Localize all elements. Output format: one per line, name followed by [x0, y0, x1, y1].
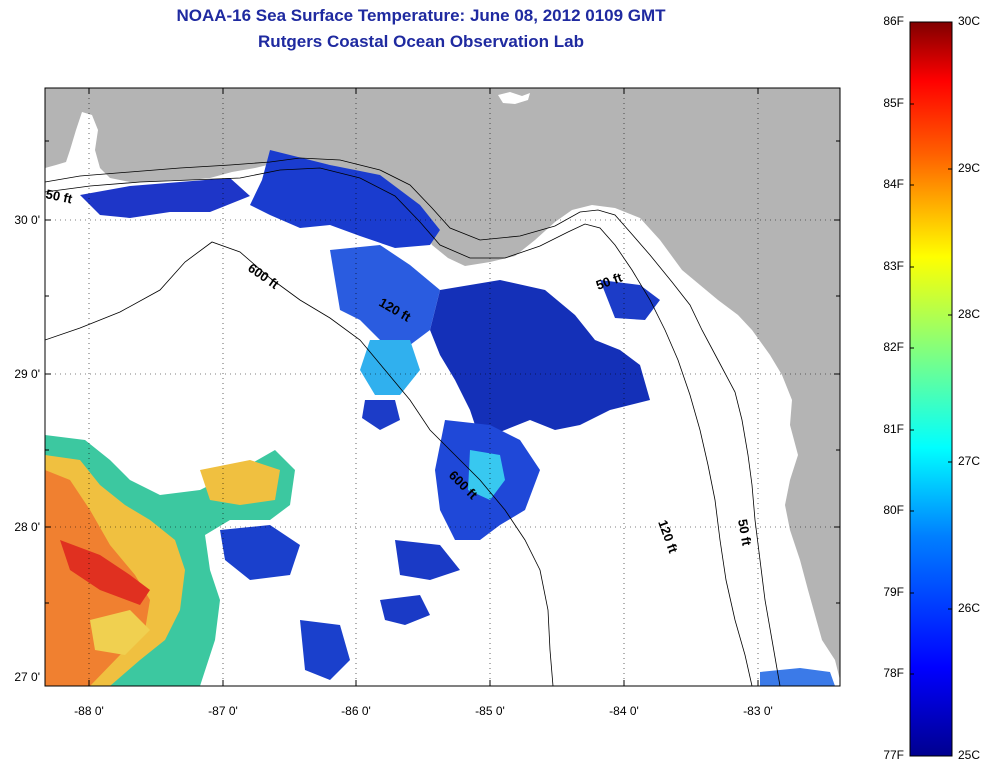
colorbar-f-label: 80F — [883, 503, 904, 517]
colorbar-f-label: 78F — [883, 666, 904, 680]
lon-label: -85 0' — [475, 704, 505, 718]
lat-label: 30 0' — [14, 213, 40, 227]
colorbar-f-label: 79F — [883, 585, 904, 599]
colorbar-f-label: 77F — [883, 748, 904, 762]
axis-ticks — [45, 88, 840, 686]
lat-label: 28 0' — [14, 520, 40, 534]
sst-warm-patches — [45, 435, 295, 686]
colorbar-f-label: 81F — [883, 422, 904, 436]
colorbar-ticks — [910, 21, 952, 757]
colorbar-f-label: 84F — [883, 177, 904, 191]
lon-label: -84 0' — [609, 704, 639, 718]
lat-label: 29 0' — [14, 367, 40, 381]
map-frame — [44, 87, 841, 687]
colorbar-c-label: 28C — [958, 307, 981, 321]
map-title: NOAA-16 Sea Surface Temperature: June 08… — [176, 6, 666, 25]
colorbar-f-label: 82F — [883, 340, 904, 354]
lon-label: -88 0' — [74, 704, 104, 718]
lon-label: -87 0' — [208, 704, 238, 718]
colorbar-c-label: 26C — [958, 601, 981, 615]
depth-contours — [45, 157, 781, 686]
colorbar — [909, 21, 953, 757]
colorbar-c-label: 27C — [958, 454, 981, 468]
lon-label: -86 0' — [341, 704, 371, 718]
colorbar-c-label: 25C — [958, 748, 981, 762]
colorbar-f-label: 86F — [883, 14, 904, 28]
lon-label: -83 0' — [743, 704, 773, 718]
contour-label: 50 ft — [735, 518, 755, 548]
contour-label: 50 ft — [44, 186, 74, 206]
colorbar-c-label: 30C — [958, 14, 981, 28]
colorbar-f-label: 85F — [883, 96, 904, 110]
colorbar-c-label: 29C — [958, 161, 981, 175]
land-mass — [45, 88, 840, 680]
sst-cold-patches — [80, 150, 835, 686]
lat-label: 27 0' — [14, 670, 40, 684]
colorbar-f-label: 83F — [883, 259, 904, 273]
island — [498, 92, 530, 104]
map-subtitle: Rutgers Coastal Ocean Observation Lab — [258, 32, 584, 51]
